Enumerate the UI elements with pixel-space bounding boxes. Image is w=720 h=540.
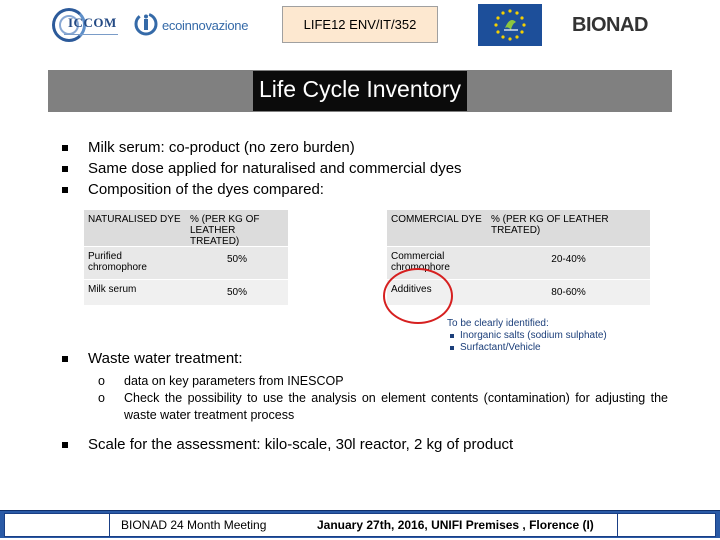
bullet-item: Milk serum: co-product (no zero burden)	[62, 137, 462, 158]
eu-stars-icon	[478, 4, 542, 46]
iccom-ring-icon	[52, 8, 86, 42]
circle-bullet-icon: o	[98, 391, 105, 405]
note-title: To be clearly identified:	[447, 318, 549, 329]
table-header-row: NATURALISED DYE % (PER KG OF LEATHER TRE…	[84, 210, 650, 247]
list-item: o data on key parameters from INESCOP	[98, 374, 344, 388]
footer-panel: BIONAD 24 Month Meeting January 27th, 20…	[4, 513, 716, 537]
ecoinnovazione-logo-text: ecoinnovazione	[162, 18, 249, 33]
bullet-square-icon	[450, 334, 454, 338]
table-cell: Purified chromophore	[84, 247, 186, 280]
page-title: Life Cycle Inventory	[253, 71, 467, 111]
iccom-logo: ICCOM	[50, 6, 120, 48]
bullet-square-icon	[62, 186, 68, 193]
table-row: Purified chromophore 50% Commercial chro…	[84, 247, 650, 280]
table-header-cell: NATURALISED DYE	[84, 210, 186, 247]
bionad-logo: BIONAD	[572, 14, 664, 38]
ecoinnovazione-mark-icon	[134, 12, 158, 36]
table-header-cell: COMMERCIAL DYE	[387, 210, 487, 247]
bullet-list: Milk serum: co-product (no zero burden) …	[62, 137, 462, 200]
scale-bullet: Scale for the assessment: kilo-scale, 30…	[62, 436, 513, 453]
table-cell: Milk serum	[84, 280, 186, 306]
waste-water-sublist: o data on key parameters from INESCOP o Ch…	[98, 373, 668, 424]
bullet-square-icon	[62, 144, 68, 151]
footer-date-place: January 27th, 2016, UNIFI Premises , Flo…	[317, 518, 594, 532]
bullet-item: Composition of the dyes compared:	[62, 179, 462, 200]
eu-life-logo	[478, 4, 542, 46]
note-item: Inorganic salts (sodium sulphate)	[447, 330, 607, 342]
bullet-square-icon	[62, 441, 68, 448]
table-cell: 50%	[186, 247, 288, 280]
circle-bullet-icon: o	[98, 374, 105, 388]
bullet-item: Same dose applied for naturalised and co…	[62, 158, 462, 179]
title-bar: Life Cycle Inventory	[48, 70, 672, 112]
note-item: Surfactant/Vehicle	[447, 342, 607, 354]
bullet-square-icon	[62, 355, 68, 362]
table-cell: 50%	[186, 280, 288, 306]
footer-bar: BIONAD 24 Month Meeting January 27th, 20…	[0, 510, 720, 538]
waste-water-bullet: Waste water treatment:	[62, 350, 243, 367]
table-cell: 80-60%	[487, 280, 650, 306]
table-header-cell: % (PER KG OF LEATHER TREATED)	[186, 210, 288, 247]
additives-highlight-circle	[383, 268, 453, 324]
bionad-logo-text: BIONAD	[572, 14, 648, 36]
iccom-logo-text: ICCOM	[68, 15, 117, 30]
table-cell: 20-40%	[487, 247, 650, 280]
table-row: Milk serum 50% Additives 80-60%	[84, 280, 650, 306]
table-header-cell: % (PER KG OF LEATHER TREATED)	[487, 210, 650, 247]
project-code-box: LIFE12 ENV/IT/352	[282, 6, 438, 43]
bullet-square-icon	[450, 346, 454, 350]
bullet-square-icon	[62, 165, 68, 172]
dye-composition-table: NATURALISED DYE % (PER KG OF LEATHER TRE…	[84, 210, 650, 306]
identification-note: To be clearly identified: Inorganic salt…	[447, 318, 607, 354]
footer-meeting: BIONAD 24 Month Meeting	[121, 518, 267, 532]
ecoinnovazione-logo: ecoinnovazione	[134, 12, 250, 40]
list-item: o Check the possibility to use the analys…	[98, 391, 668, 422]
